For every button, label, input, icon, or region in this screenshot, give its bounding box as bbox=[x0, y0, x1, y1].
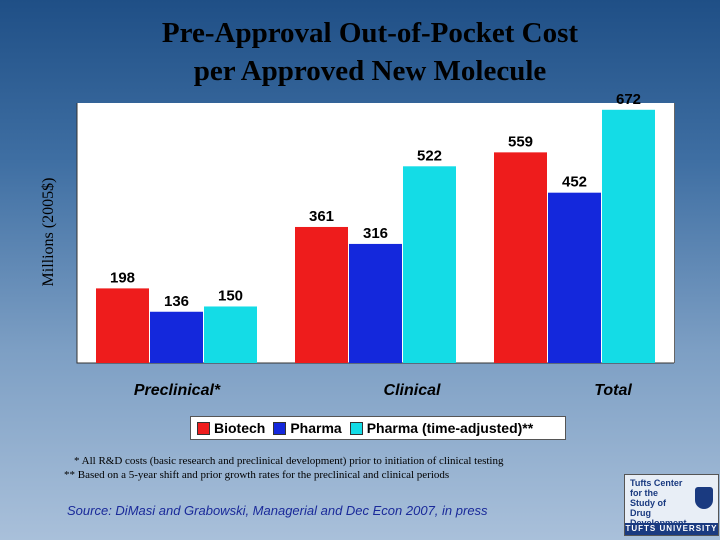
data-label: 361 bbox=[309, 208, 334, 225]
bar bbox=[204, 306, 257, 363]
footnote-1: * All R&D costs (basic research and prec… bbox=[74, 455, 504, 467]
data-label: 672 bbox=[616, 91, 641, 108]
legend-label-pharma-time-adjusted: Pharma (time-adjusted)** bbox=[366, 420, 534, 436]
bar bbox=[150, 311, 203, 363]
title-line-2: per Approved New Molecule bbox=[193, 55, 547, 87]
legend-label-pharma: Pharma bbox=[290, 420, 342, 436]
category-label: Preclinical* bbox=[134, 382, 221, 399]
logo-text: Tufts Center for the Study of Drug Devel… bbox=[630, 478, 687, 528]
logo-university: TUFTS UNIVERSITY bbox=[625, 524, 718, 533]
data-label: 559 bbox=[508, 133, 533, 150]
category-label: Clinical bbox=[384, 382, 441, 399]
legend: Biotech Pharma Pharma (time-adjusted)** bbox=[190, 416, 566, 440]
category-label: Total bbox=[594, 382, 632, 399]
legend-swatch-pharma bbox=[273, 421, 287, 435]
data-label: 136 bbox=[164, 293, 189, 310]
seal-icon bbox=[695, 487, 713, 509]
bar bbox=[349, 243, 402, 363]
axis-lines bbox=[76, 103, 674, 364]
bar bbox=[403, 166, 456, 363]
chart-title: Pre-Approval Out-of-Pocket Cost per Appr… bbox=[0, 14, 720, 90]
legend-swatch-pharma-time-adjusted bbox=[349, 421, 363, 435]
source-citation: Source: DiMasi and Grabowski, Managerial… bbox=[67, 503, 488, 518]
bar bbox=[548, 192, 601, 363]
bar bbox=[494, 152, 547, 363]
bar-chart: 198 136 150 Preclinical* 361 316 522 Clinical 55… bbox=[76, 91, 674, 399]
footnote-2: ** Based on a 5-year shift and prior gro… bbox=[64, 469, 450, 481]
data-label: 316 bbox=[363, 225, 388, 242]
legend-label-biotech: Biotech bbox=[214, 420, 266, 436]
data-label: 150 bbox=[218, 287, 243, 304]
bar bbox=[96, 288, 149, 363]
title-line-1: Pre-Approval Out-of-Pocket Cost bbox=[161, 17, 579, 49]
data-label: 198 bbox=[110, 269, 135, 286]
logo-bar: TUFTS UNIVERSITY bbox=[625, 523, 718, 535]
legend-item-pharma: Pharma bbox=[273, 420, 342, 436]
bar bbox=[602, 109, 655, 363]
data-label: 522 bbox=[417, 147, 442, 164]
legend-item-pharma-time-adjusted: Pharma (time-adjusted)** bbox=[349, 420, 534, 436]
bar bbox=[295, 226, 348, 363]
tufts-logo: Tufts Center for the Study of Drug Devel… bbox=[624, 474, 719, 536]
legend-item-biotech: Biotech bbox=[197, 420, 265, 436]
data-label: 452 bbox=[562, 174, 587, 191]
legend-swatch-biotech bbox=[197, 421, 210, 435]
